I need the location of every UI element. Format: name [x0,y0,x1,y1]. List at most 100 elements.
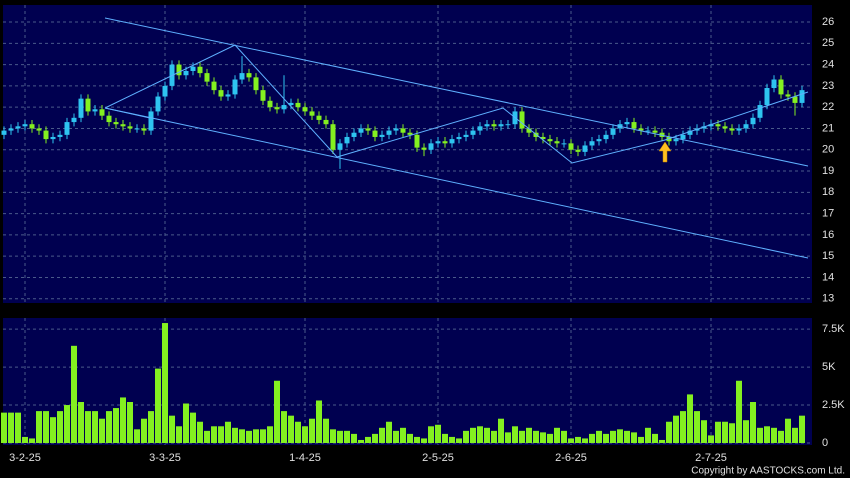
volume-bar [239,429,245,443]
volume-bar [687,394,693,443]
candle-body [435,141,441,144]
candle-body [372,130,378,137]
volume-bar [715,421,721,443]
volume-bar [491,430,497,443]
candle-body [64,122,70,135]
candle-body [673,139,679,142]
candle-body [568,143,574,150]
volume-bar [148,411,154,443]
candle-body [358,128,364,133]
candle-body [470,130,476,135]
volume-bar [379,427,385,443]
y-tick-label: 5K [822,361,836,373]
candle-body [491,124,497,127]
candle-body [638,128,644,131]
volume-bar [568,438,574,443]
volume-bar [211,426,217,443]
candle-body [15,126,21,129]
volume-bar [204,430,210,443]
candle-body [71,117,77,123]
volume-bar [701,420,707,443]
volume-bar [225,421,231,443]
candle-body [211,81,217,91]
copyright: Copyright by AASTOCKS.com Ltd. [691,466,845,477]
candle-body [526,128,532,133]
volume-bar [722,421,728,443]
y-tick-label: 20 [822,144,834,156]
candle-body [323,119,329,125]
candle-body [757,105,763,118]
candle-body [785,94,791,97]
volume-bar [295,421,301,443]
candle-body [652,130,658,133]
candle-body [484,124,490,127]
candle-body [778,79,784,95]
candle-body [218,90,224,97]
candle-body [456,136,462,140]
volume-bar [36,411,42,443]
upper-channel [104,17,809,167]
volume-bar [372,433,378,443]
volume-bar [330,429,336,443]
volume-bar [610,430,616,443]
candle-body [274,107,280,110]
volume-bar [1,412,7,443]
candle-body [253,77,259,91]
volume-bar [323,418,329,443]
x-tick-label: 2-5-25 [422,452,454,464]
candle-body [799,90,805,103]
candle-body [239,73,245,80]
volume-bar [799,415,805,443]
candle-body [78,98,84,118]
volume-bar [302,426,308,443]
volume-bar [575,436,581,443]
candle-body [302,107,308,112]
y-tick-label: 13 [822,293,834,305]
candle-body [190,66,196,71]
volume-bar [260,429,266,443]
candle-body [554,141,560,144]
volume-bar [288,415,294,443]
volume-bar [337,430,343,443]
volume-bar [64,405,70,443]
y-tick-label: 17 [822,208,834,220]
volume-bar [533,430,539,443]
candle-body [365,128,371,131]
volume-bar [78,402,84,443]
candle-body [771,79,777,89]
candle-body [498,124,504,127]
volume-bar [400,427,406,443]
volume-bar [624,430,630,443]
volume-bar [344,430,350,443]
candle-body [729,128,735,131]
volume-bar [589,433,595,443]
y-tick-label: 0 [822,437,828,449]
candle-body [750,117,756,125]
candle-body [246,73,252,78]
volume-bar [22,436,28,443]
volume-bar [183,403,189,443]
candle-body [183,70,189,76]
candle-body [596,139,602,142]
candle-body [162,85,168,97]
candle-body [113,122,119,125]
candle-body [631,122,637,129]
volume-bar [659,439,665,443]
y-tick-label: 21 [822,122,834,134]
candle-body [120,124,126,127]
candle-body [610,128,616,135]
y-tick-label: 24 [822,59,834,71]
x-tick-label: 3-2-25 [9,452,41,464]
candle-body [141,128,147,131]
candle-body [29,124,35,129]
price-panel [3,5,812,303]
candle-body [386,130,392,135]
candle-body [764,88,770,106]
volume-bar [743,420,749,443]
volume-bar [757,427,763,443]
candle-body [477,126,483,131]
volume-bar [365,436,371,443]
candle-body [463,134,469,137]
volume-bar [155,368,161,443]
